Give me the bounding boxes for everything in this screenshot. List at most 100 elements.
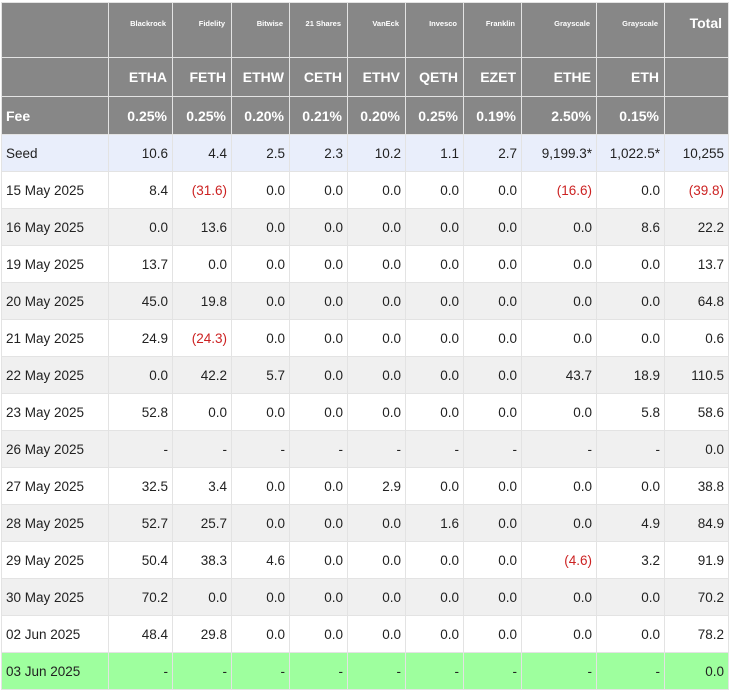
row-total-cell: 0.6 [664,319,729,357]
flow-value-cell: 0.0 [596,615,665,653]
flow-value-cell: 0.0 [347,393,406,431]
flow-value-cell: - [521,430,597,468]
flow-value-cell: 0.0 [289,356,348,394]
row-total-cell: 58.6 [664,393,729,431]
flow-value-cell: 0.0 [289,319,348,357]
fee-cell: 0.20% [347,96,406,135]
flow-value-cell: 25.7 [172,504,232,542]
flow-value-cell: 0.0 [231,578,290,616]
flow-value-cell: 10.2 [347,134,406,172]
row-date-label: 27 May 2025 [1,467,109,505]
flow-value-cell: 0.0 [289,282,348,320]
fee-cell: 0.19% [463,96,522,135]
table-row: 28 May 2025 52.7 25.7 0.0 0.0 0.0 1.6 0.0 0.0 4.9… [1,504,729,542]
flow-value-cell: 0.0 [521,504,597,542]
flow-value-cell: 50.4 [108,541,173,579]
fee-label: Fee [1,96,109,135]
row-date-label: 26 May 2025 [1,430,109,468]
flow-value-cell: 0.0 [289,467,348,505]
flow-value-cell: 24.9 [108,319,173,357]
flow-value-cell: - [289,430,348,468]
flow-value-cell: 0.0 [463,245,522,283]
fee-cell: 0.15% [596,96,665,135]
flow-value-cell: 0.0 [347,208,406,246]
flow-value-cell: 0.0 [405,171,464,209]
flow-value-cell: 48.4 [108,615,173,653]
issuer-header-row: Blackrock Fidelity Bitwise 21 Shares Van… [1,2,729,58]
row-total-cell: 91.9 [664,541,729,579]
flow-value-cell: 0.0 [596,467,665,505]
flow-value-cell: 0.0 [596,171,665,209]
ticker-header: ETHA [108,57,173,97]
issuer-header: VanEck [347,2,406,58]
flow-value-cell: 4.9 [596,504,665,542]
flow-value-cell: 0.0 [289,615,348,653]
flow-value-cell: 0.0 [463,467,522,505]
flow-value-cell: 9,199.3* [521,134,597,172]
ticker-header: FETH [172,57,232,97]
flow-value-cell: 8.4 [108,171,173,209]
ticker-header: QETH [405,57,464,97]
row-total-cell: (39.8) [664,171,729,209]
flow-value-cell: 0.0 [405,467,464,505]
flow-value-cell: 0.0 [289,504,348,542]
flow-value-cell: 0.0 [521,245,597,283]
table-row: 19 May 2025 13.7 0.0 0.0 0.0 0.0 0.0 0.0 0.0 0.0 1… [1,245,729,283]
issuer-header: Blackrock [108,2,173,58]
flow-value-cell: 2.7 [463,134,522,172]
flow-value-cell: 13.7 [108,245,173,283]
total-spacer [664,57,729,97]
flow-value-cell: 52.7 [108,504,173,542]
flow-value-cell: (24.3) [172,319,232,357]
flow-value-cell: 0.0 [289,245,348,283]
flow-value-cell: 29.8 [172,615,232,653]
row-date-label: 16 May 2025 [1,208,109,246]
ticker-header: EZET [463,57,522,97]
flow-value-cell: 0.0 [289,578,348,616]
flow-value-cell: 0.0 [405,356,464,394]
flow-value-cell: 0.0 [231,282,290,320]
row-total-cell: 70.2 [664,578,729,616]
flow-value-cell: 0.0 [231,393,290,431]
flow-value-cell: 2.9 [347,467,406,505]
flow-value-cell: - [596,652,665,690]
fee-cell: 0.25% [405,96,464,135]
flow-value-cell: 42.2 [172,356,232,394]
flow-value-cell: 0.0 [347,615,406,653]
flow-value-cell: 4.4 [172,134,232,172]
flow-value-cell: 0.0 [596,282,665,320]
flow-value-cell: 0.0 [231,467,290,505]
flow-value-cell: 0.0 [463,615,522,653]
row-total-cell: 38.8 [664,467,729,505]
flow-value-cell: 0.0 [463,356,522,394]
flow-value-cell: 0.0 [108,356,173,394]
flow-value-cell: 0.0 [405,282,464,320]
flow-value-cell: 0.0 [463,541,522,579]
flow-value-cell: 18.9 [596,356,665,394]
flow-value-cell: (4.6) [521,541,597,579]
row-date-label: 02 Jun 2025 [1,615,109,653]
flow-value-cell: - [405,430,464,468]
flow-value-cell: 0.0 [289,171,348,209]
issuer-header: Fidelity [172,2,232,58]
flow-value-cell: 0.0 [347,171,406,209]
fee-cell: 0.21% [289,96,348,135]
ticker-header: CETH [289,57,348,97]
row-date-label: 20 May 2025 [1,282,109,320]
flow-value-cell: 0.0 [289,208,348,246]
row-total-cell: 110.5 [664,356,729,394]
flow-value-cell: 0.0 [347,541,406,579]
flow-value-cell: 0.0 [405,615,464,653]
flow-value-cell: 4.6 [231,541,290,579]
row-total-cell: 0.0 [664,430,729,468]
flow-value-cell: 1,022.5* [596,134,665,172]
flow-value-cell: 3.4 [172,467,232,505]
flow-value-cell: 0.0 [405,245,464,283]
table-row: 30 May 2025 70.2 0.0 0.0 0.0 0.0 0.0 0.0 0.0 0.0 7… [1,578,729,616]
flow-value-cell: 0.0 [231,504,290,542]
flow-value-cell: 0.0 [347,504,406,542]
flow-value-cell: 32.5 [108,467,173,505]
flow-value-cell: 70.2 [108,578,173,616]
flow-value-cell: 0.0 [172,578,232,616]
